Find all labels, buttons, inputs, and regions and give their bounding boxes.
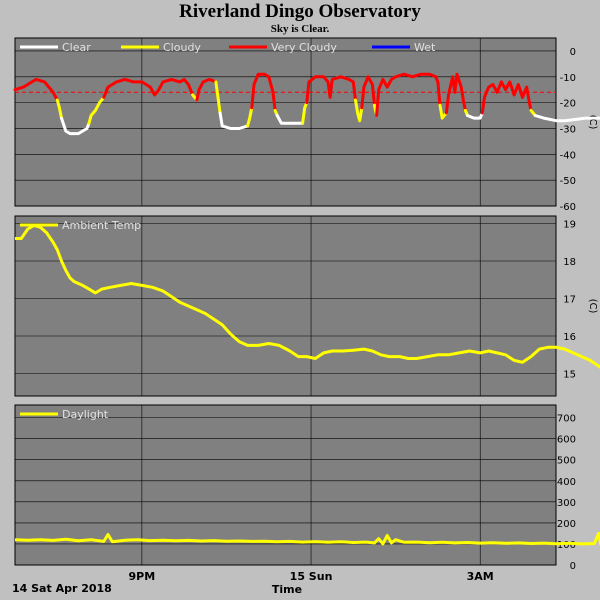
sky-temp-ytick-label: -40 [560, 150, 576, 161]
sky-temp-series-very_cloudy [305, 75, 357, 105]
sky-temp-series-cloudy [438, 103, 448, 120]
sky-status-subtitle: Sky is Clear. [270, 23, 330, 35]
sky-temp-ytick-label: 0 [570, 47, 576, 58]
daylight-ytick-label: 500 [557, 456, 576, 467]
daylight-ytick-label: 0 [570, 561, 576, 572]
daylight-ytick-label: 700 [557, 414, 576, 425]
sky-temp-ytick-label: -30 [560, 124, 576, 135]
sky-temp-series-cloudy [214, 80, 222, 115]
sky-temp-series-cloudy [354, 98, 364, 123]
sky-temp-series-cloudy [55, 98, 63, 120]
daylight-series-line [14, 531, 600, 546]
daylight-ytick-label: 600 [557, 435, 576, 446]
sky-temp-legend-label: Very Cloudy [271, 41, 337, 54]
sky-temp-series-very_cloudy [360, 75, 376, 110]
sky-temp-ytick-label: -20 [560, 99, 576, 110]
sky-temp-series-very_cloudy [250, 72, 277, 112]
sky-temp-series-cloudy [246, 106, 254, 128]
sky-temp-series-very_cloudy [195, 77, 218, 102]
sky-temp-series-very_cloudy [480, 80, 533, 115]
daylight-ytick-label: 400 [557, 477, 576, 488]
sky-temp-ytick-label: -50 [560, 176, 576, 187]
sky-temp-series-clear [466, 111, 484, 120]
ambient-temp-legend-label: Ambient Temp [62, 219, 141, 232]
date-label: 14 Sat Apr 2018 [12, 582, 112, 595]
ambient-temp-ytick-label: 19 [563, 220, 576, 231]
sky-temp-series-very_cloudy [13, 77, 59, 102]
ambient-temp-ytick-label: 17 [563, 295, 576, 306]
sky-temp-series-cloudy [301, 101, 309, 125]
ambient-temp-ytick-label: 15 [563, 370, 576, 381]
sky-temp-legend-label: Clear [62, 41, 91, 54]
sky-temp-series-clear [533, 114, 600, 123]
x-tick-label: 9PM [129, 570, 156, 583]
chart-title: Riverland Dingo Observatory [179, 1, 421, 22]
sky-temp-ytick-label: -60 [560, 202, 576, 213]
daylight-ytick-label: 200 [557, 519, 576, 530]
sky-temp-series-clear [218, 111, 250, 130]
sky-temp-ytick-label: -10 [560, 73, 576, 84]
sky-temp-series-very_cloudy [375, 72, 442, 117]
x-tick-label: 15 Sun [290, 570, 333, 583]
sky-temp-legend-label: Wet [414, 41, 436, 54]
ambient-temp-series-line [15, 223, 600, 369]
sky-temp-legend-label: Cloudy [163, 41, 201, 54]
sky-temp-unit-label: (C) [587, 115, 598, 130]
ambient-temp-panel [14, 215, 557, 397]
x-axis-title: Time [272, 583, 302, 596]
sky-temp-series-very_cloudy [102, 77, 195, 99]
daylight-legend-label: Daylight [62, 408, 109, 421]
ambient-temp-ytick-label: 18 [563, 257, 576, 268]
daylight-ytick-label: 100 [557, 540, 576, 551]
sky-temp-series-clear [60, 116, 91, 136]
sky-temp-series-clear [275, 114, 305, 125]
sky-temp-series-very_cloudy [444, 72, 467, 115]
sky-temp-series-cloudy [87, 95, 106, 125]
x-tick-label: 3AM [467, 570, 494, 583]
ambient-temp-ytick-label: 16 [563, 332, 576, 343]
ambient-temp-unit-label: (C) [587, 299, 598, 314]
daylight-ytick-label: 300 [557, 498, 576, 509]
